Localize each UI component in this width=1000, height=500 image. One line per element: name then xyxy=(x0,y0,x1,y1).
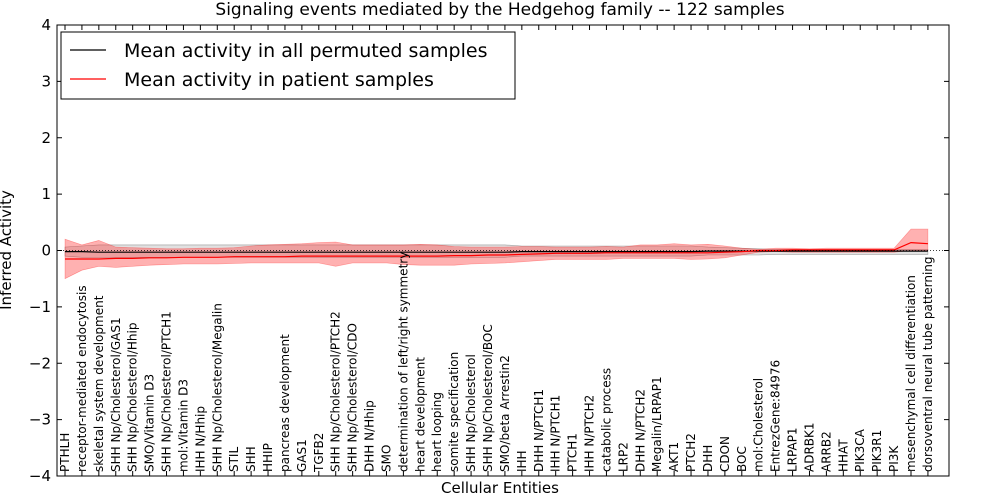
y-tick-label: −4 xyxy=(29,467,51,485)
x-tick-label: SHH Np/Cholesterol/PTCH1 xyxy=(160,311,174,472)
x-tick-label: PIK3CA xyxy=(853,428,867,472)
legend-label-permuted: Mean activity in all permuted samples xyxy=(124,40,487,62)
x-tick-label: determination of left/right symmetry xyxy=(396,252,410,472)
x-tick-label: DHH xyxy=(701,445,715,472)
x-tick-label: DHH N/PTCH2 xyxy=(633,389,647,472)
x-tick-label: BOC xyxy=(735,446,749,472)
x-tick-label: PTCH1 xyxy=(566,433,580,472)
x-tick-label: SHH Np/Cholesterol xyxy=(464,354,478,472)
band-permuted xyxy=(64,244,929,258)
x-tick-label: SHH Np/Cholesterol/BOC xyxy=(481,324,495,472)
y-axis-label: Inferred Activity xyxy=(0,190,15,310)
series-line-patient xyxy=(65,241,928,260)
x-tick-label: EntrezGene:84976 xyxy=(769,360,783,472)
x-axis-label: Cellular Entities xyxy=(441,479,559,497)
x-tick-label: SHH Np/Cholesterol/Megalin xyxy=(210,303,224,472)
x-tick-label: PIK3R1 xyxy=(870,430,884,472)
y-tick-label: 0 xyxy=(41,242,51,260)
x-tick-label: DHH N/PTCH1 xyxy=(532,389,546,472)
x-tick-label: heart looping xyxy=(430,392,444,472)
x-tick-label: PTHLH xyxy=(58,433,72,472)
x-tick-label: dorsoventral neural tube patterning xyxy=(921,256,935,472)
x-tick-label: pancreas development xyxy=(278,334,292,472)
x-tick-label: HHIP xyxy=(261,443,275,472)
x-tick-label: SMO/beta Arrestin2 xyxy=(498,355,512,472)
x-tick-label: Megalin/LRPAP1 xyxy=(650,376,664,472)
x-tick-label: GAS1 xyxy=(295,439,309,472)
x-tick-label: PTCH2 xyxy=(684,433,698,472)
x-tick-label: mesenchymal cell differentiation xyxy=(904,275,918,472)
x-tick-label: SHH Np/Cholesterol/GAS1 xyxy=(109,317,123,472)
x-tick-label: LRPAP1 xyxy=(786,427,800,472)
x-tick-label: AKT1 xyxy=(667,442,681,472)
y-tick-label: −2 xyxy=(29,354,51,372)
y-tick-label: 3 xyxy=(41,72,51,90)
x-tick-label: catabolic process xyxy=(599,368,613,472)
y-tick-label: −1 xyxy=(29,298,51,316)
x-tick-label: IHH N/Hhip xyxy=(193,406,207,472)
x-tick-label: receptor-mediated endocytosis xyxy=(75,285,89,472)
x-tick-label: SHH Np/Cholesterol/PTCH2 xyxy=(329,311,343,472)
y-tick-label: 4 xyxy=(41,16,51,34)
x-tick-label: SMO/Vitamin D3 xyxy=(143,374,157,472)
x-tick-label: SHH xyxy=(244,446,258,472)
x-tick-label: IHH xyxy=(515,450,529,472)
x-tick-label: DHH N/Hhip xyxy=(363,400,377,472)
legend-label-patient: Mean activity in patient samples xyxy=(124,69,434,91)
x-tick-label: somite specification xyxy=(447,352,461,472)
x-tick-label: SHH Np/Cholesterol/Hhip xyxy=(126,323,140,472)
y-tick-label: −3 xyxy=(29,411,51,429)
series-line-permuted xyxy=(65,250,928,253)
x-tick-label: STIL xyxy=(227,447,241,472)
x-tick-label: TGFB2 xyxy=(312,433,326,473)
x-tick-label: mol:Cholesterol xyxy=(752,378,766,472)
y-tick-label: 1 xyxy=(41,185,51,203)
x-tick-label: mol:Vitamin D3 xyxy=(176,379,190,472)
legend: Mean activity in all permuted samples Me… xyxy=(60,31,516,100)
x-tick-label: PI3K xyxy=(887,445,901,472)
x-tick-label: CDON xyxy=(718,436,732,472)
legend-frame xyxy=(60,31,516,100)
x-tick-label: HHAT xyxy=(836,439,850,472)
x-tick-label: SHH Np/Cholesterol/CDO xyxy=(346,323,360,472)
x-tick-label: IHH N/PTCH1 xyxy=(549,395,563,472)
y-tick-label: 2 xyxy=(41,129,51,147)
x-tick-label: heart development xyxy=(413,357,427,472)
x-tick-label: skeletal system development xyxy=(92,295,106,472)
x-tick-label: ADRBK1 xyxy=(802,422,816,472)
x-tick-label: ARRB2 xyxy=(819,431,833,472)
x-tick-label: SMO xyxy=(379,445,393,472)
x-tick-label: IHH N/PTCH2 xyxy=(583,395,597,472)
chart-title: Signaling events mediated by the Hedgeho… xyxy=(215,0,784,20)
x-tick-label: LRP2 xyxy=(616,442,630,472)
